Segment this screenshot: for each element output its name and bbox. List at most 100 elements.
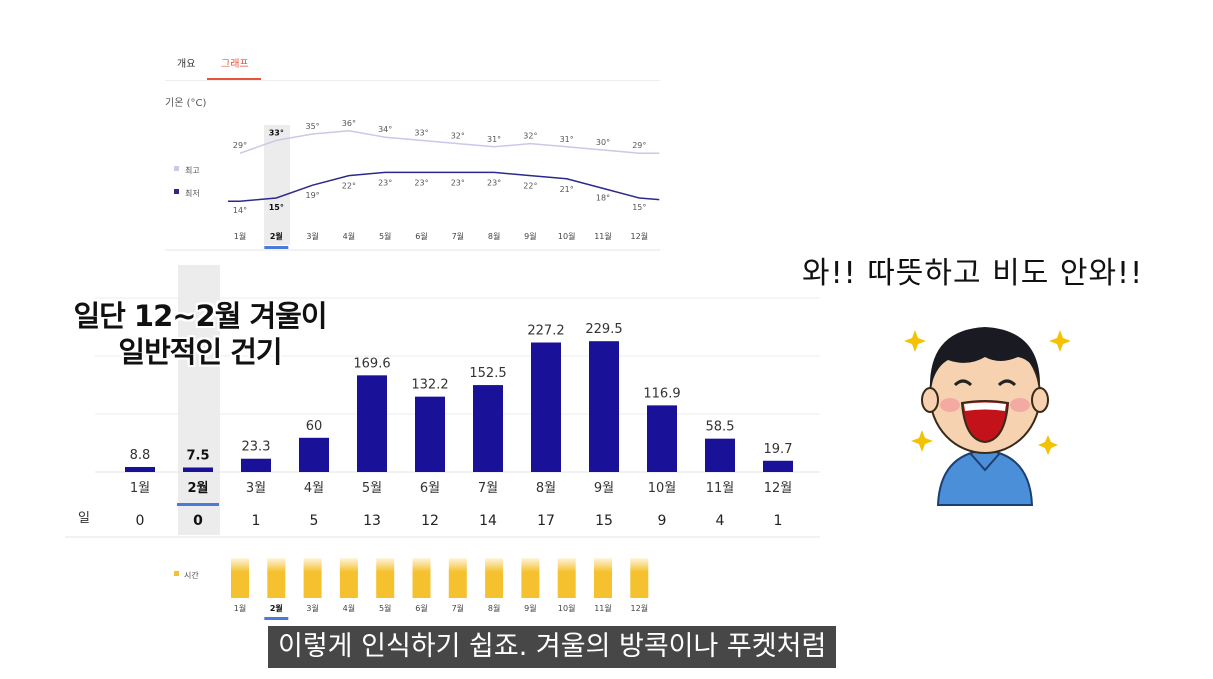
rain-value-label: 8.8 <box>130 448 151 463</box>
legend-high-label: 최고 <box>185 165 200 175</box>
low-temp-line <box>228 171 660 202</box>
sunshine-bar <box>231 558 249 598</box>
temp-month-label: 1월 <box>234 231 246 241</box>
sunshine-bar <box>339 558 358 598</box>
temp-month-label: 9월 <box>524 231 536 241</box>
legend-low-swatch <box>174 189 179 194</box>
temp-month-label: 11월 <box>594 231 612 241</box>
low-temp-label: 19° <box>306 191 320 200</box>
rain-days-value: 17 <box>537 513 555 529</box>
low-temp-label: 23° <box>378 178 392 187</box>
rain-days-value: 12 <box>421 513 439 529</box>
rain-days-value: 0 <box>193 513 203 529</box>
rain-selected-underline <box>177 503 219 506</box>
tab-graph[interactable]: 그래프 <box>221 59 249 70</box>
sunshine-month-label: 1월 <box>234 603 246 613</box>
high-temp-label: 33° <box>414 128 428 137</box>
sunshine-month-label: 7월 <box>452 603 464 613</box>
rain-days-value: 1 <box>252 513 261 529</box>
high-temp-label: 32° <box>451 132 465 141</box>
sunshine-bar <box>594 558 612 598</box>
high-temp-label: 33° <box>269 128 284 137</box>
high-temp-label: 31° <box>487 135 501 144</box>
temp-month-label: 2월 <box>270 231 283 241</box>
high-temp-label: 30° <box>596 138 610 147</box>
rain-bar <box>357 375 387 472</box>
low-temp-label: 15° <box>632 203 646 212</box>
rain-days-value: 4 <box>716 513 725 529</box>
rain-selected-month-highlight <box>178 265 220 535</box>
high-temp-label: 31° <box>560 135 574 144</box>
sunshine-bar <box>303 558 322 598</box>
happy-boy-illustration <box>904 327 1070 506</box>
sunshine-month-label: 2월 <box>270 603 283 613</box>
low-temp-label: 21° <box>560 185 574 194</box>
rain-bar <box>241 458 271 472</box>
speech-text: 와!! 따뜻하고 비도 안와!! <box>802 256 1144 291</box>
rain-days-value: 0 <box>136 513 145 529</box>
rain-value-label: 7.5 <box>186 449 209 464</box>
video-subtitle: 이렇게 인식하기 쉽죠. 겨울의 방콕이나 푸켓처럼 <box>268 626 837 668</box>
temperature-axis-title: 기온 (°C) <box>165 98 207 109</box>
rain-month-label: 8월 <box>536 481 556 496</box>
temp-month-label: 12월 <box>631 231 649 241</box>
high-temp-label: 29° <box>233 141 247 150</box>
rain-value-label: 152.5 <box>469 366 506 381</box>
high-temp-label: 36° <box>342 119 356 128</box>
rain-month-label: 9월 <box>594 481 614 496</box>
low-temp-label: 18° <box>596 193 610 202</box>
active-tab-indicator <box>207 78 261 80</box>
tab-divider <box>165 80 660 81</box>
temp-month-label: 8월 <box>488 231 500 241</box>
low-temp-label: 23° <box>451 178 465 187</box>
rain-bar <box>705 438 735 472</box>
rain-value-label: 23.3 <box>242 440 271 455</box>
low-temp-label: 15° <box>269 203 284 212</box>
sunshine-month-label: 12월 <box>631 603 649 613</box>
low-temp-label: 23° <box>487 178 501 187</box>
rain-month-label: 10월 <box>648 481 677 496</box>
rain-days-value: 15 <box>595 513 613 529</box>
sunshine-bar <box>557 558 576 598</box>
rain-value-label: 116.9 <box>643 386 680 401</box>
rain-bar <box>763 460 793 472</box>
temp-month-label: 10월 <box>558 231 576 241</box>
sunshine-bar <box>376 558 395 598</box>
rain-value-label: 58.5 <box>706 420 735 435</box>
legend-high-swatch <box>174 166 179 171</box>
temp-month-label: 5월 <box>379 231 391 241</box>
sunshine-legend-label: 시간 <box>184 570 199 580</box>
tab-overview[interactable]: 개요 <box>177 59 196 70</box>
rain-bar <box>299 437 329 472</box>
sunshine-month-label: 9월 <box>524 603 536 613</box>
high-temp-label: 34° <box>378 125 392 134</box>
low-temp-label: 22° <box>523 182 537 191</box>
low-temp-label: 22° <box>342 182 356 191</box>
rain-value-label: 19.7 <box>764 442 793 457</box>
rain-value-label: 60 <box>306 419 323 434</box>
rain-days-value: 9 <box>658 513 667 529</box>
rain-days-value: 5 <box>310 513 319 529</box>
rain-bar <box>647 405 677 472</box>
sunshine-bar <box>630 558 649 598</box>
rain-bar <box>473 385 503 472</box>
selected-month-underline <box>264 246 289 249</box>
rain-month-label: 7월 <box>478 481 498 496</box>
rain-month-label: 6월 <box>420 481 440 496</box>
sunshine-month-label: 4월 <box>343 603 355 613</box>
rain-bar <box>589 341 619 472</box>
rain-value-label: 227.2 <box>527 323 564 338</box>
rain-value-label: 229.5 <box>585 322 622 337</box>
temp-month-label: 3월 <box>306 231 318 241</box>
sunshine-bar <box>521 558 540 598</box>
rain-bar <box>531 342 561 472</box>
overlay-caption: 일단 12~2월 겨울이 일반적인 건기 <box>60 298 340 370</box>
overlay-caption-line-2: 일반적인 건기 <box>118 335 282 369</box>
rain-month-label: 12월 <box>764 481 793 496</box>
temp-month-label: 7월 <box>452 231 464 241</box>
rain-days-value: 13 <box>363 513 381 529</box>
sunshine-month-label: 5월 <box>379 603 391 613</box>
